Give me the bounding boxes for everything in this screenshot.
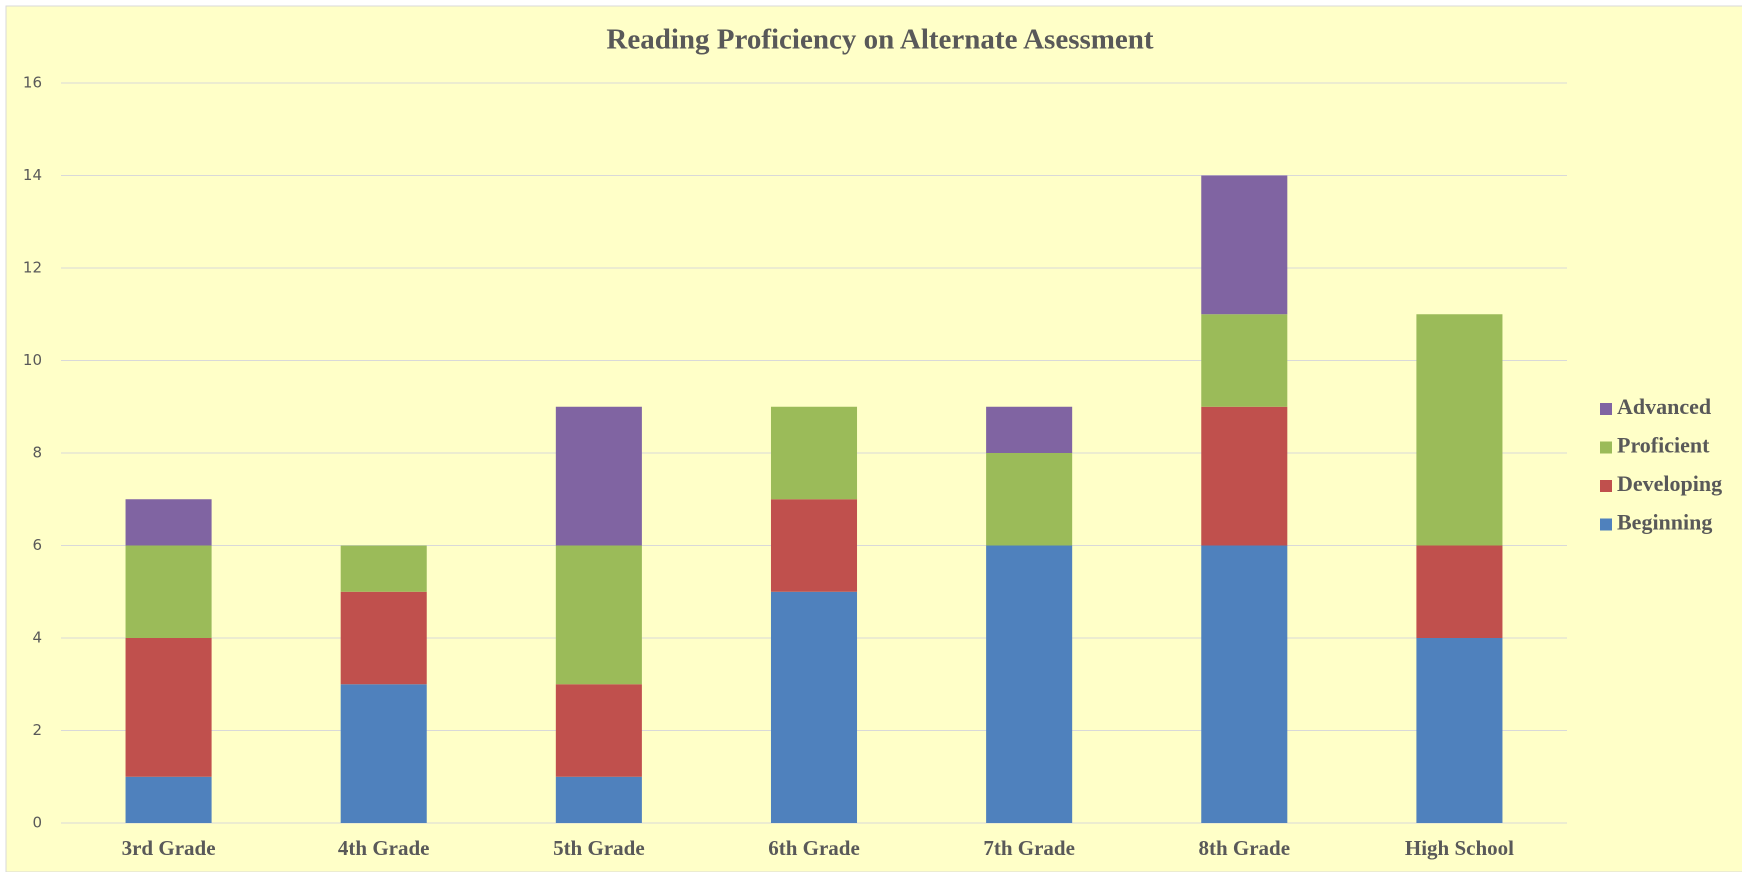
bar-segment	[1201, 545, 1288, 823]
legend-label: Proficient	[1617, 433, 1710, 458]
y-tick-label: 2	[32, 721, 42, 739]
y-tick-label: 4	[32, 629, 42, 647]
bar-segment	[1416, 638, 1503, 823]
x-tick-label: High School	[1405, 836, 1514, 860]
bar-segment	[986, 453, 1073, 546]
chart-title: Reading Proficiency on Alternate Asessme…	[606, 24, 1154, 56]
legend-label: Developing	[1617, 471, 1722, 496]
bar-segment	[125, 776, 212, 823]
x-tick-label: 8th Grade	[1198, 836, 1290, 860]
bar-segment	[986, 406, 1073, 453]
bar-segment	[340, 684, 427, 823]
x-tick-label: 5th Grade	[553, 836, 645, 860]
bar-segment	[1201, 314, 1288, 407]
x-tick-label: 3rd Grade	[122, 836, 216, 860]
x-tick-label: 7th Grade	[983, 836, 1075, 860]
legend-swatch	[1600, 441, 1612, 454]
legend-swatch	[1600, 480, 1612, 492]
bar-segment	[555, 684, 642, 777]
y-tick-label: 6	[32, 536, 42, 554]
bar-segment	[555, 776, 642, 823]
bar-segment	[770, 591, 858, 823]
bar-segment	[1201, 175, 1288, 315]
y-tick-label: 8	[32, 444, 42, 462]
legend-label: Beginning	[1617, 510, 1712, 535]
x-tick-label: 6th Grade	[768, 836, 860, 860]
bar-segment	[1416, 314, 1503, 546]
y-tick-label: 16	[23, 74, 42, 92]
y-tick-label: 10	[23, 351, 42, 369]
bar-segment	[340, 591, 427, 685]
bar-segment	[1416, 545, 1503, 638]
legend-label: Advanced	[1617, 394, 1711, 419]
y-tick-label: 12	[23, 259, 42, 277]
bar-segment	[125, 499, 212, 546]
bar-segment	[555, 406, 642, 546]
legend-swatch	[1600, 403, 1612, 415]
bar-segment	[125, 545, 212, 638]
bar-segment	[770, 406, 858, 500]
x-tick-label: 4th Grade	[338, 836, 430, 860]
bar-segment	[125, 638, 212, 777]
legend-swatch	[1600, 518, 1612, 531]
bar-segment	[555, 545, 642, 685]
y-tick-label: 0	[32, 814, 42, 832]
bar-segment	[986, 545, 1073, 823]
bar-segment	[340, 545, 427, 592]
bar-segment	[1201, 406, 1288, 546]
bar-segment	[770, 499, 858, 592]
y-tick-label: 14	[23, 166, 42, 184]
